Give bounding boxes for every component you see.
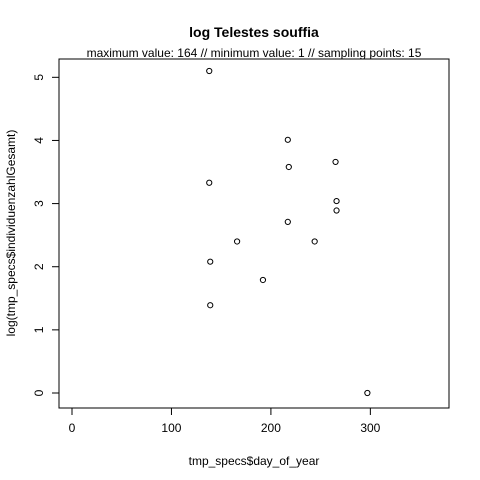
data-point xyxy=(333,159,338,164)
data-point xyxy=(365,390,370,395)
chart-subtitle: maximum value: 164 // minimum value: 1 /… xyxy=(87,46,422,60)
x-tick-label: 300 xyxy=(360,421,380,435)
data-point xyxy=(334,208,339,213)
y-tick-label: 5 xyxy=(32,74,46,81)
y-tick-label: 4 xyxy=(32,137,46,144)
y-tick-label: 0 xyxy=(32,389,46,396)
chart-title: log Telestes souffia xyxy=(189,24,319,40)
x-tick-label: 200 xyxy=(261,421,281,435)
y-axis-label: log(tmp_specs$individuenzahlGesamt) xyxy=(4,130,18,337)
data-point xyxy=(234,239,239,244)
data-point xyxy=(334,198,339,203)
x-axis: 0 100 200 300 xyxy=(69,408,381,435)
data-point xyxy=(285,219,290,224)
x-tick-label: 0 xyxy=(69,421,76,435)
data-point xyxy=(207,68,212,73)
data-point xyxy=(208,259,213,264)
data-point xyxy=(285,137,290,142)
data-point xyxy=(312,239,317,244)
data-point xyxy=(286,164,291,169)
data-point xyxy=(260,277,265,282)
data-point xyxy=(207,180,212,185)
x-tick-label: 100 xyxy=(161,421,181,435)
y-tick-label: 3 xyxy=(32,200,46,207)
y-axis: 0 1 2 3 4 5 xyxy=(32,74,59,397)
x-axis-label: tmp_specs$day_of_year xyxy=(189,454,320,468)
plot-frame xyxy=(59,59,449,408)
data-point xyxy=(208,303,213,308)
data-points xyxy=(207,68,370,395)
y-tick-label: 1 xyxy=(32,326,46,333)
y-tick-label: 2 xyxy=(32,263,46,270)
